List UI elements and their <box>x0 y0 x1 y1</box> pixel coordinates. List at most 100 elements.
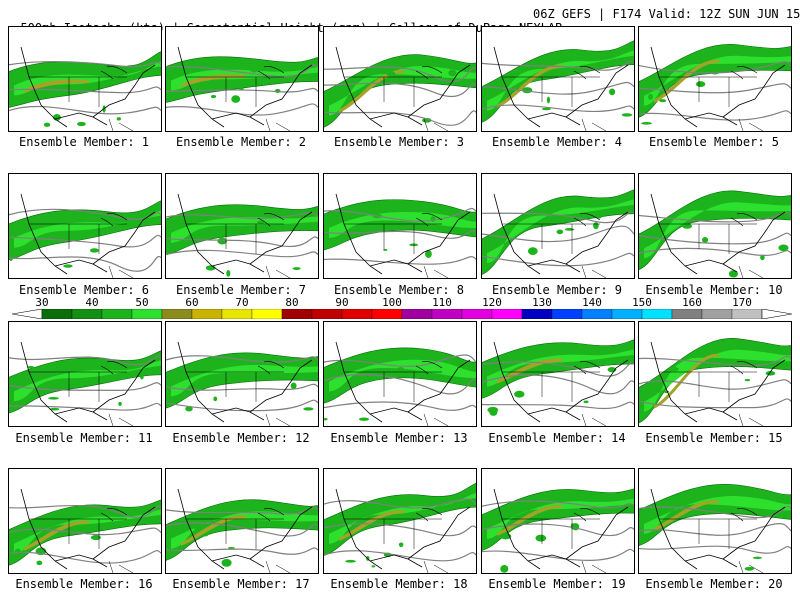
colorbar-label: 100 <box>382 296 402 309</box>
member-caption: Ensemble Member: 17 <box>172 577 310 591</box>
isotach-map <box>166 488 318 573</box>
ensemble-map-panel <box>165 468 319 574</box>
member-caption: Ensemble Member: 8 <box>333 283 465 297</box>
member-caption: Ensemble Member: 15 <box>645 431 783 445</box>
colorbar-labels: 30 40 50 60 70 80 90 100 110 120 130 140 150 160 170 <box>12 296 800 310</box>
colorbar-label: 40 <box>85 296 99 309</box>
colorbar-swatch <box>41 309 73 319</box>
ensemble-map-panel <box>8 468 162 574</box>
ensemble-map-panel <box>8 173 162 279</box>
colorbar-swatch <box>101 309 133 319</box>
colorbar-swatch <box>161 309 193 319</box>
member-caption: Ensemble Member: 5 <box>648 135 780 149</box>
colorbar-label: 160 <box>682 296 702 309</box>
isotach-map <box>9 46 161 131</box>
colorbar-swatch <box>701 309 733 319</box>
colorbar-swatch <box>461 309 493 319</box>
member-caption: Ensemble Member: 12 <box>172 431 310 445</box>
colorbar-label: 30 <box>35 296 49 309</box>
ensemble-map-panel <box>638 26 792 132</box>
header-run-info: 06Z GEFS | F174 Valid: 12Z SUN JUN 15 20… <box>533 7 800 21</box>
isotach-map <box>166 46 318 131</box>
isotach-colorbar: 30 40 50 60 70 80 90 100 110 120 130 140 150 160 170 <box>12 296 792 320</box>
isotach-map <box>639 338 791 426</box>
isotach-map <box>482 189 634 278</box>
colorbar-label: 60 <box>185 296 199 309</box>
ensemble-map-panel <box>323 468 477 574</box>
ensemble-map-panel <box>8 26 162 132</box>
member-caption: Ensemble Member: 1 <box>18 135 150 149</box>
isotach-map <box>482 40 634 131</box>
isotach-map <box>166 193 318 278</box>
colorbar-swatch <box>671 309 703 319</box>
colorbar-swatch <box>641 309 673 319</box>
isotach-map <box>324 341 476 426</box>
ensemble-map-panel <box>481 321 635 427</box>
ensemble-map-panel <box>165 173 319 279</box>
member-caption: Ensemble Member: 10 <box>645 283 783 297</box>
colorbar-swatch <box>581 309 613 319</box>
colorbar-swatch <box>311 309 343 319</box>
colorbar-label: 70 <box>235 296 249 309</box>
colorbar-label: 110 <box>432 296 452 309</box>
colorbar-swatch <box>551 309 583 319</box>
colorbar-swatch <box>281 309 313 319</box>
member-caption: Ensemble Member: 20 <box>645 577 783 591</box>
colorbar-label: 50 <box>135 296 149 309</box>
colorbar-swatch <box>371 309 403 319</box>
ensemble-map-panel <box>8 321 162 427</box>
colorbar-swatch <box>221 309 253 319</box>
colorbar-label: 130 <box>532 296 552 309</box>
member-caption: Ensemble Member: 14 <box>488 431 626 445</box>
colorbar-label: 140 <box>582 296 602 309</box>
isotach-map <box>639 44 791 131</box>
ensemble-map-panel <box>323 26 477 132</box>
colorbar-label: 150 <box>632 296 652 309</box>
member-caption: Ensemble Member: 11 <box>15 431 153 445</box>
colorbar-swatch <box>731 309 763 319</box>
colorbar-swatch <box>191 309 223 319</box>
member-caption: Ensemble Member: 19 <box>488 577 626 591</box>
isotach-map <box>639 190 791 278</box>
colorbar-label: 80 <box>285 296 299 309</box>
member-caption: Ensemble Member: 7 <box>175 283 307 297</box>
member-caption: Ensemble Member: 9 <box>491 283 623 297</box>
ensemble-map-panel <box>165 321 319 427</box>
colorbar-swatch <box>71 309 103 319</box>
member-caption: Ensemble Member: 3 <box>333 135 465 149</box>
member-caption: Ensemble Member: 18 <box>330 577 468 591</box>
member-caption: Ensemble Member: 16 <box>15 577 153 591</box>
colorbar-swatch <box>341 309 373 319</box>
isotach-map <box>324 193 476 278</box>
colorbar-bar <box>12 309 792 319</box>
ensemble-map-panel <box>638 468 792 574</box>
ensemble-map-panel <box>481 26 635 132</box>
isotach-map <box>324 482 476 573</box>
member-caption: Ensemble Member: 13 <box>330 431 468 445</box>
colorbar-swatch <box>431 309 463 319</box>
colorbar-label: 170 <box>732 296 752 309</box>
isotach-map <box>324 46 476 131</box>
isotach-map <box>9 341 161 426</box>
member-caption: Ensemble Member: 6 <box>18 283 150 297</box>
ensemble-map-panel <box>481 468 635 574</box>
colorbar-swatch <box>521 309 553 319</box>
colorbar-label: 90 <box>335 296 349 309</box>
ensemble-map-panel <box>323 173 477 279</box>
colorbar-swatch <box>131 309 163 319</box>
isotach-map <box>639 484 791 573</box>
member-caption: Ensemble Member: 4 <box>491 135 623 149</box>
colorbar-swatch <box>401 309 433 319</box>
colorbar-swatch <box>491 309 523 319</box>
colorbar-swatch <box>611 309 643 319</box>
isotach-map <box>9 488 161 573</box>
isotach-map <box>482 488 634 573</box>
member-caption: Ensemble Member: 2 <box>175 135 307 149</box>
isotach-map <box>482 339 634 426</box>
colorbar-swatch <box>251 309 283 319</box>
ensemble-map-panel <box>638 321 792 427</box>
ensemble-map-panel <box>638 173 792 279</box>
isotach-map <box>166 341 318 426</box>
isotach-map <box>9 193 161 278</box>
colorbar-label: 120 <box>482 296 502 309</box>
